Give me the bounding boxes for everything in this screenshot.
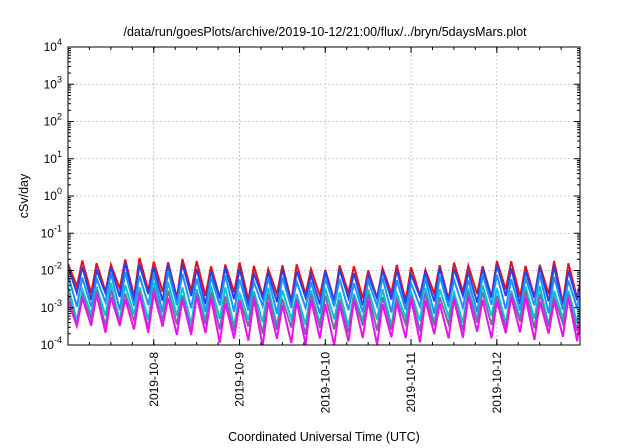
y-tick-label: 10-4 bbox=[41, 335, 62, 352]
x-tick-label: 2019-10-11 bbox=[404, 352, 418, 413]
x-tick-label: 2019-10-8 bbox=[147, 352, 161, 407]
y-axis-label: cSv/day bbox=[17, 173, 31, 218]
x-tick-label: 2019-10-12 bbox=[490, 352, 504, 414]
x-axis-label: Coordinated Universal Time (UTC) bbox=[228, 430, 420, 444]
y-tick-label: 103 bbox=[44, 74, 62, 91]
series-group bbox=[68, 257, 580, 345]
series-line bbox=[68, 287, 580, 336]
y-tick-label: 10-2 bbox=[41, 261, 62, 278]
series-line bbox=[68, 270, 580, 315]
y-tick-label: 10-3 bbox=[41, 298, 62, 315]
x-tick-label: 2019-10-9 bbox=[233, 352, 247, 407]
series-line bbox=[68, 292, 580, 345]
x-tick-label: 2019-10-10 bbox=[318, 352, 332, 414]
y-tick-label: 100 bbox=[44, 186, 62, 203]
y-axis: 104 103 102 101 100 10-1 10-2 10-3 10-4 bbox=[41, 37, 62, 352]
series-line bbox=[68, 281, 580, 327]
y-tick-label: 104 bbox=[44, 37, 62, 54]
ticks bbox=[67, 46, 580, 346]
y-tick-label: 10-1 bbox=[41, 223, 62, 240]
series-line bbox=[68, 262, 580, 307]
chart-title: /data/run/goesPlots/archive/2019-10-12/2… bbox=[123, 25, 527, 39]
x-axis: 2019-10-8 2019-10-9 2019-10-10 2019-10-11 20… bbox=[147, 352, 504, 414]
y-tick-label: 101 bbox=[44, 149, 62, 166]
y-tick-label: 102 bbox=[44, 112, 62, 129]
